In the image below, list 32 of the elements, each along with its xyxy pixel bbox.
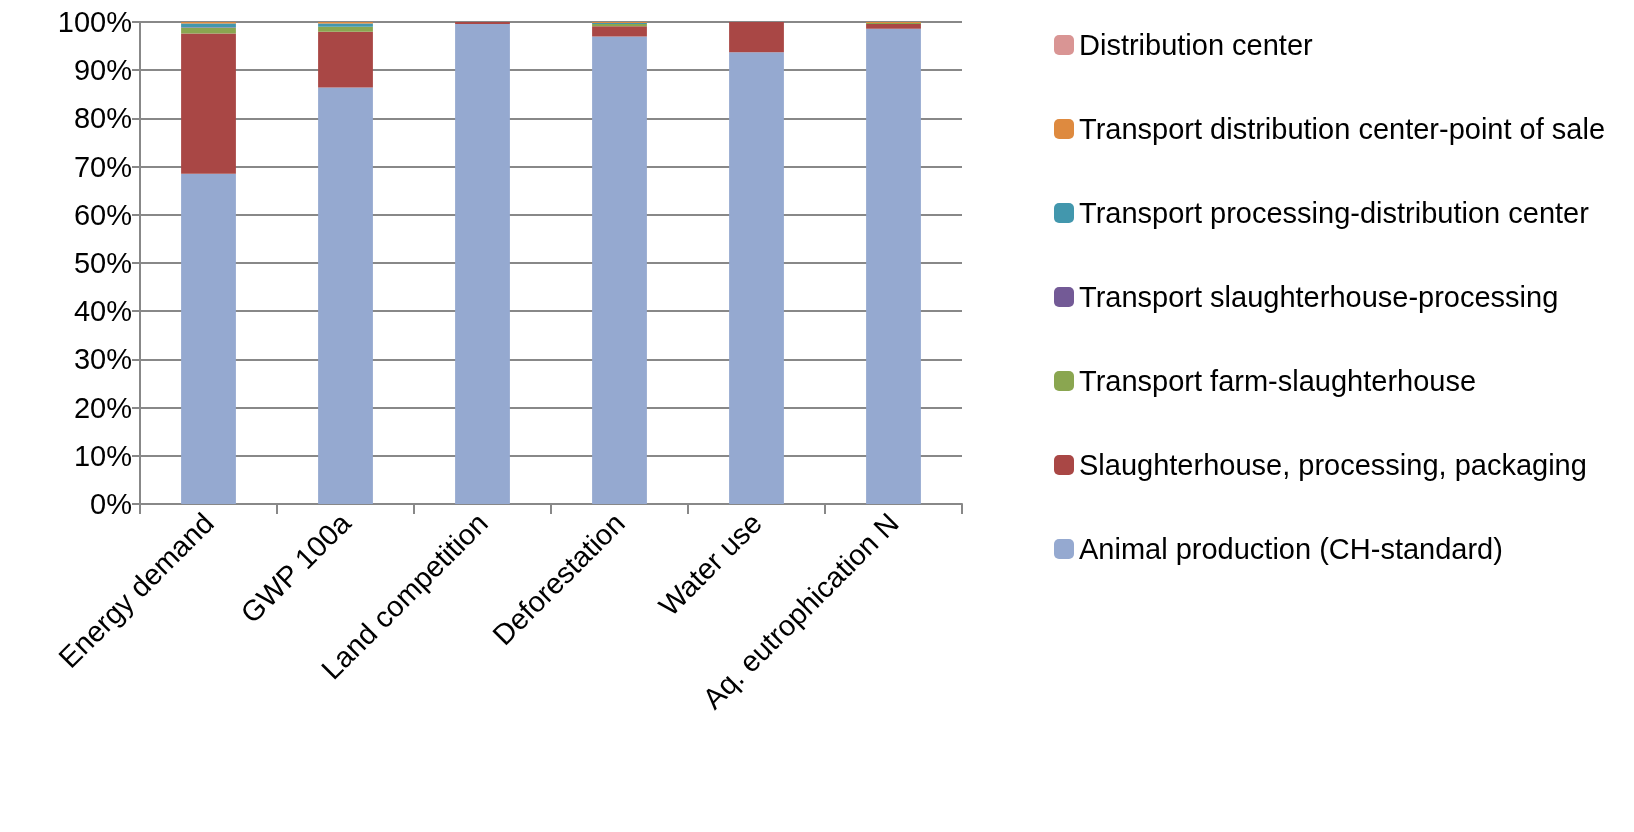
bar bbox=[592, 36, 647, 504]
y-tick-label: 60% bbox=[73, 198, 132, 231]
bar bbox=[181, 33, 236, 174]
bar bbox=[729, 22, 784, 53]
legend-label: Transport distribution center-point of sale bbox=[1079, 113, 1606, 145]
legend-label: Transport slaughterhouse-processing bbox=[1079, 281, 1559, 313]
legend-label: Animal production (CH-standard) bbox=[1079, 533, 1503, 565]
bar bbox=[729, 52, 784, 504]
y-tick-label: 50% bbox=[73, 247, 132, 279]
bar bbox=[318, 31, 373, 88]
bar bbox=[181, 173, 236, 504]
bar bbox=[318, 26, 373, 32]
bar bbox=[866, 28, 921, 504]
y-tick-label: 20% bbox=[73, 391, 132, 424]
legend-label: Distribution center bbox=[1079, 29, 1314, 61]
legend-label: Transport farm-slaughterhouse bbox=[1079, 365, 1477, 397]
legend-label: Transport processing-distribution center bbox=[1079, 197, 1590, 229]
bar bbox=[318, 87, 373, 504]
y-tick-label: 90% bbox=[73, 54, 132, 87]
y-tick-label: 40% bbox=[73, 295, 132, 328]
bar bbox=[181, 23, 236, 28]
bar bbox=[181, 27, 236, 34]
y-tick-label: 30% bbox=[73, 343, 132, 376]
y-tick-label: 10% bbox=[73, 439, 132, 472]
y-tick-label: 80% bbox=[73, 102, 132, 135]
legend-label: Slaughterhouse, processing, packaging bbox=[1079, 449, 1587, 481]
y-tick-label: 0% bbox=[90, 488, 132, 520]
bar bbox=[866, 23, 921, 29]
y-tick-label: 100% bbox=[57, 6, 132, 38]
bar bbox=[592, 26, 647, 37]
bar bbox=[455, 23, 510, 504]
y-tick-label: 70% bbox=[73, 150, 132, 183]
